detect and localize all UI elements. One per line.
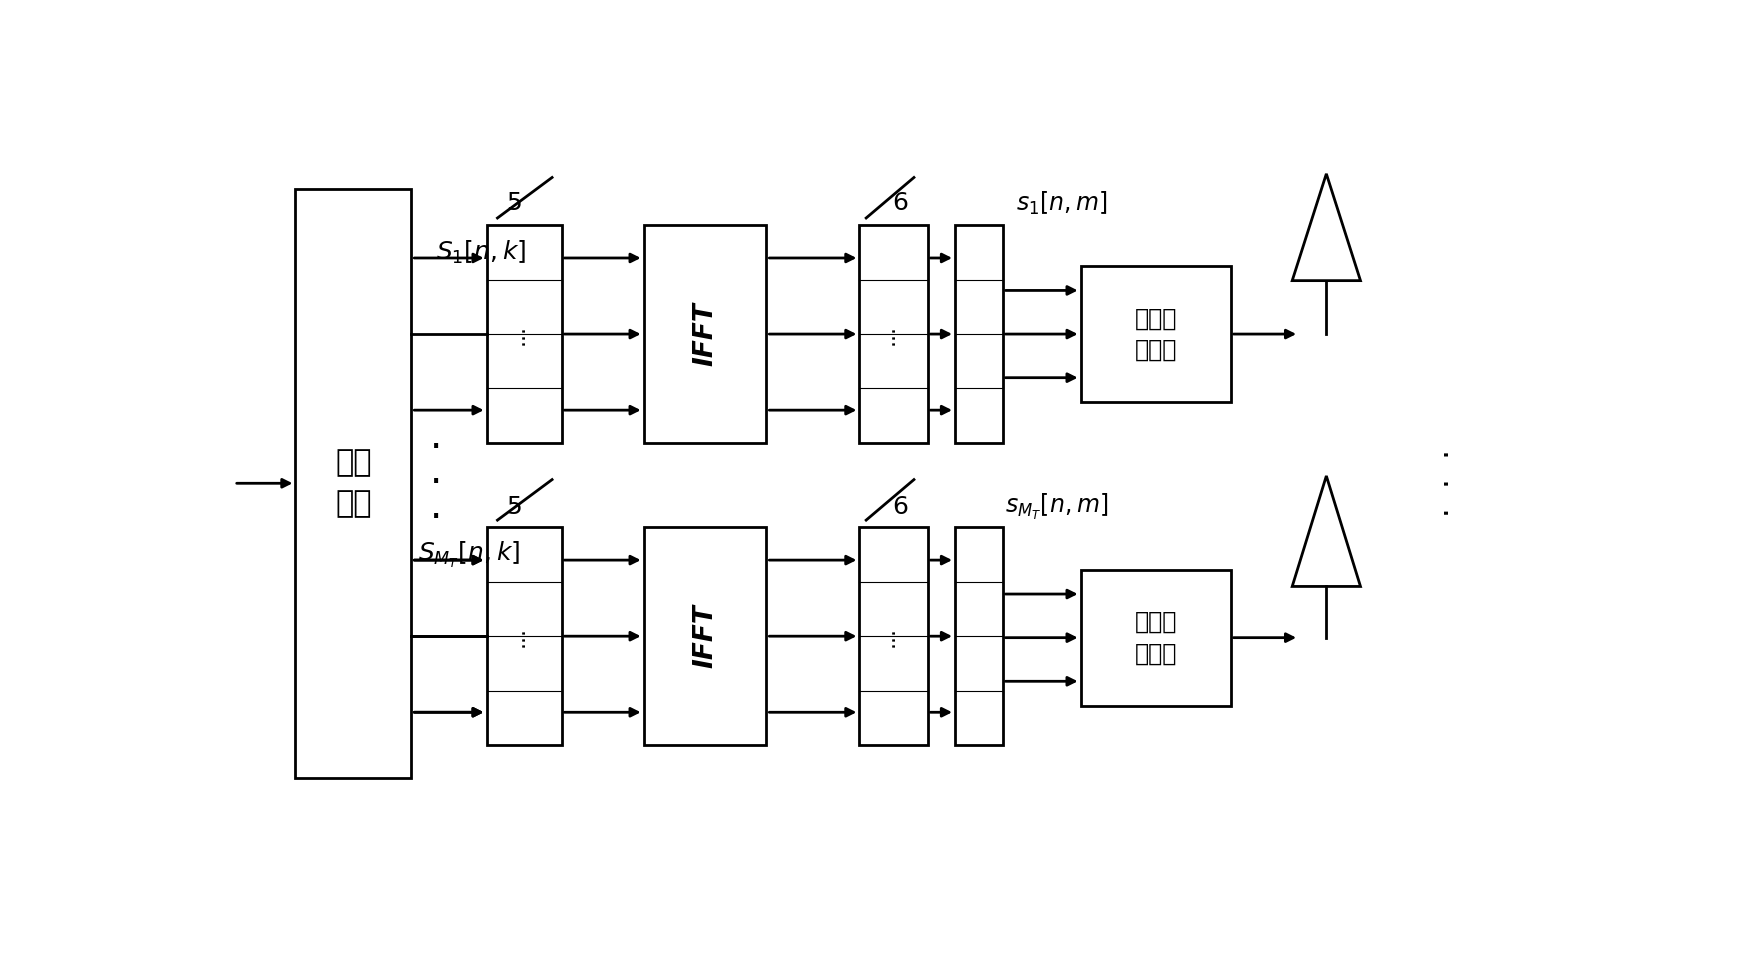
Bar bbox=[643, 527, 766, 745]
Text: 5: 5 bbox=[506, 495, 522, 519]
Text: 加入循
环前缀: 加入循 环前缀 bbox=[1135, 306, 1177, 362]
Bar bbox=[860, 527, 927, 745]
Bar bbox=[486, 225, 562, 443]
Bar bbox=[955, 527, 1003, 745]
Bar bbox=[1080, 569, 1230, 706]
Bar bbox=[486, 527, 562, 745]
Text: $s_1[n,m]$: $s_1[n,m]$ bbox=[1017, 189, 1108, 217]
Text: $s_{M_T}[n,m]$: $s_{M_T}[n,m]$ bbox=[1006, 492, 1108, 522]
Polygon shape bbox=[1292, 476, 1360, 587]
Bar bbox=[955, 225, 1003, 443]
Text: ···: ··· bbox=[515, 323, 534, 345]
Polygon shape bbox=[1292, 174, 1360, 280]
Text: 加入循
环前缀: 加入循 环前缀 bbox=[1135, 610, 1177, 665]
Text: ···: ··· bbox=[515, 626, 534, 647]
Text: ·
·
·: · · · bbox=[430, 430, 442, 537]
Text: $S_{M_T}[n,k]$: $S_{M_T}[n,k]$ bbox=[418, 540, 520, 569]
Text: 空时
编码: 空时 编码 bbox=[335, 449, 372, 518]
Text: 5: 5 bbox=[506, 191, 522, 215]
Text: 6: 6 bbox=[892, 191, 907, 215]
Text: 6: 6 bbox=[892, 495, 907, 519]
Bar bbox=[643, 225, 766, 443]
Text: ···: ··· bbox=[883, 626, 904, 647]
Text: ·  ·  ·: · · · bbox=[1434, 450, 1464, 517]
Text: IFFT: IFFT bbox=[692, 604, 719, 668]
Text: $S_1[n,k]$: $S_1[n,k]$ bbox=[435, 238, 527, 266]
Bar bbox=[1080, 266, 1230, 402]
Bar bbox=[860, 225, 927, 443]
Text: ···: ··· bbox=[883, 323, 904, 345]
Text: IFFT: IFFT bbox=[692, 302, 719, 366]
Bar bbox=[296, 189, 412, 778]
